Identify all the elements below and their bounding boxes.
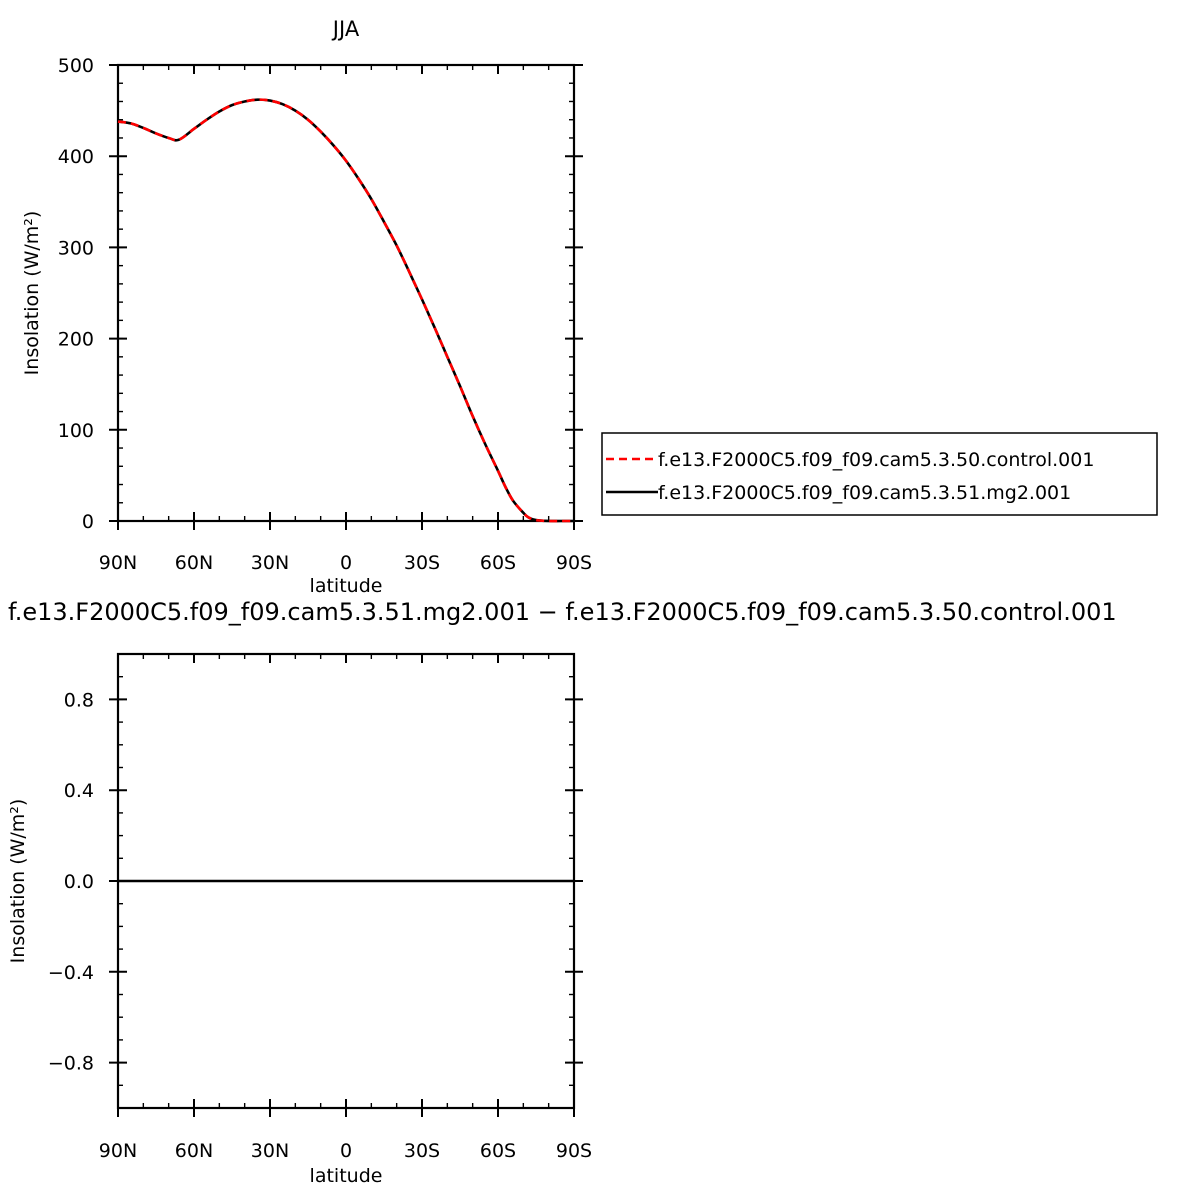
y-tick-label: 0.8 xyxy=(64,689,94,711)
y-tick-label: 0.4 xyxy=(64,780,94,802)
x-tick-label: 60N xyxy=(175,552,213,574)
y-tick-label: −0.4 xyxy=(48,962,94,984)
x-axis-label: latitude xyxy=(310,575,383,597)
legend-box xyxy=(601,432,1158,516)
x-tick-label: 60N xyxy=(175,1140,213,1162)
x-tick-label: 90N xyxy=(99,1140,137,1162)
x-axis-label: latitude xyxy=(310,1165,383,1187)
x-tick-label: 90N xyxy=(99,552,137,574)
y-tick-label: 0.0 xyxy=(64,871,94,893)
legend-label: f.e13.F2000C5.f09_f09.cam5.3.51.mg2.001 xyxy=(658,482,1071,504)
x-tick-label: 60S xyxy=(480,1140,516,1162)
chart-title: JJA xyxy=(331,17,360,41)
x-tick-label: 30N xyxy=(251,552,289,574)
y-tick-label: 500 xyxy=(58,55,94,77)
y-axis-label: Insolation (W/m²) xyxy=(7,799,29,964)
y-tick-label: 300 xyxy=(58,237,94,259)
x-tick-label: 30S xyxy=(404,1140,440,1162)
x-tick-label: 30N xyxy=(251,1140,289,1162)
x-tick-label: 60S xyxy=(480,552,516,574)
x-tick-label: 90S xyxy=(556,552,592,574)
x-tick-label: 0 xyxy=(340,1140,352,1162)
y-tick-label: 400 xyxy=(58,146,94,168)
y-tick-label: 0 xyxy=(82,511,94,533)
chart-title: f.e13.F2000C5.f09_f09.cam5.3.51.mg2.001 … xyxy=(8,598,1117,626)
y-axis-label: Insolation (W/m²) xyxy=(21,211,43,376)
y-tick-label: −0.8 xyxy=(48,1053,94,1075)
x-tick-label: 90S xyxy=(556,1140,592,1162)
y-tick-label: 100 xyxy=(58,420,94,442)
legend-label: f.e13.F2000C5.f09_f09.cam5.3.50.control.… xyxy=(658,449,1094,471)
x-tick-label: 30S xyxy=(404,552,440,574)
x-tick-label: 0 xyxy=(340,552,352,574)
series-line-0 xyxy=(117,98,574,523)
y-tick-label: 200 xyxy=(58,329,94,351)
